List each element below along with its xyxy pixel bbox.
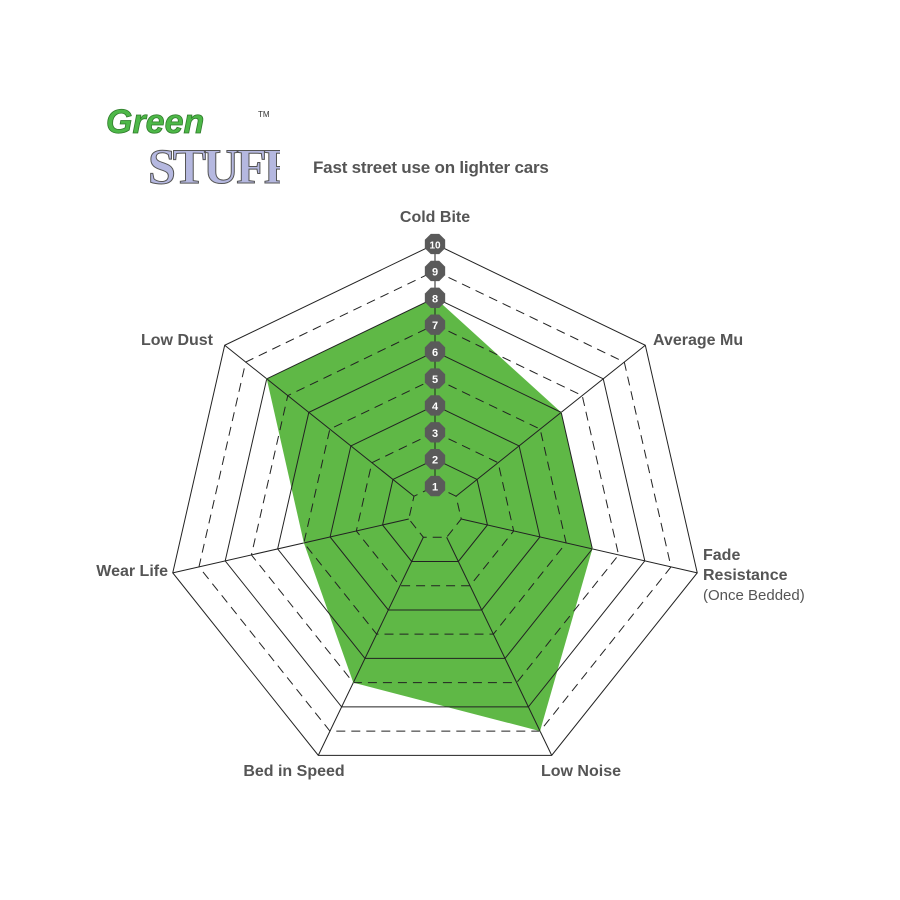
axis-spoke (172, 518, 409, 574)
grid-ring-6 (277, 351, 593, 659)
grid-ring-5 (303, 377, 567, 635)
grid-ring-8 (224, 297, 646, 708)
scale-marker (424, 287, 446, 308)
axis-label: Low Noise (541, 763, 621, 780)
scale-marker (424, 341, 446, 362)
axis-label: Average Mu (653, 332, 743, 349)
scale-marker (424, 422, 446, 443)
axis-spoke (461, 518, 698, 574)
axis-label: Wear Life (96, 563, 168, 580)
scale-marker (424, 233, 446, 255)
scale-label: 7 (432, 320, 438, 332)
data-point-low-dust (266, 378, 268, 380)
scale-marker (424, 449, 446, 470)
grid-ring-3 (355, 431, 515, 587)
scale-label: 9 (432, 266, 438, 278)
data-area (266, 297, 593, 732)
axis-spoke (317, 537, 424, 756)
grid-ring-9 (198, 270, 672, 732)
scale-label: 3 (432, 428, 438, 440)
axis-label: Fade (703, 547, 740, 564)
chart-title: Fast street use on lighter cars (313, 158, 549, 177)
scale-marker (424, 475, 446, 497)
axis-spoke (224, 344, 415, 497)
scale-label: 6 (432, 347, 438, 359)
data-point-average-mu (560, 411, 562, 413)
grid-ring-7 (250, 324, 620, 684)
axis-label: Cold Bite (400, 209, 470, 226)
scale-label: 1 (432, 482, 438, 494)
scale-marker (424, 260, 446, 282)
axis-label: Bed in Speed (243, 763, 344, 780)
grid-ring-2 (382, 458, 488, 562)
data-point-wear-life (303, 542, 305, 544)
data-point-low-noise (539, 730, 541, 732)
axis-sublabel: (Once Bedded) (703, 587, 805, 604)
scale-label: 2 (432, 455, 438, 467)
svg-text:STUFF: STUFF (148, 138, 280, 194)
grid-ring-1 (408, 485, 462, 538)
grid-ring-10 (172, 243, 698, 756)
scale-label: 4 (432, 401, 439, 413)
scale-label: 5 (432, 374, 438, 386)
data-point-fade-resistance (591, 548, 593, 550)
scale-label: 10 (429, 241, 441, 252)
grid-ring-4 (329, 404, 541, 611)
scale-marker (424, 314, 446, 335)
axis-label: Low Dust (141, 332, 214, 349)
scale-marker (424, 368, 446, 389)
axis-label: Resistance (703, 567, 788, 584)
green-stuff-logo: Green STUFF TM (106, 103, 280, 195)
scale-marker (424, 395, 446, 416)
scale-label: 8 (432, 293, 438, 305)
axis-spoke (455, 344, 646, 497)
svg-text:TM: TM (258, 110, 270, 119)
data-point-bed-in-speed (352, 682, 354, 684)
axis-spoke (446, 537, 553, 756)
svg-text:Green: Green (106, 103, 204, 141)
